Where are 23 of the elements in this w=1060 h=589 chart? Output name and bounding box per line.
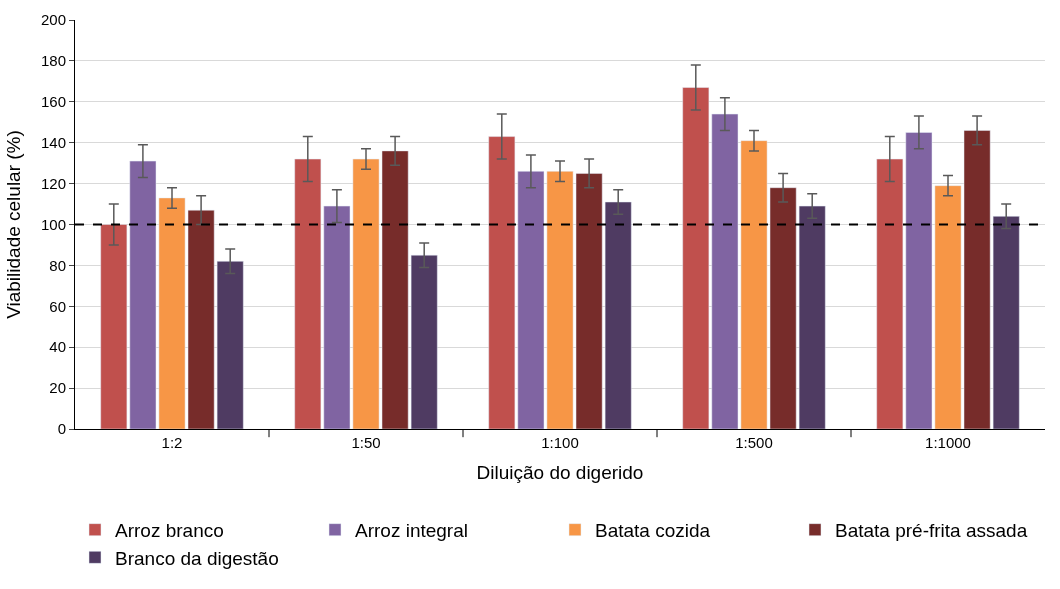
y-tick-label: 120: [40, 174, 66, 192]
y-axis-title: Viabilidade celular (%): [2, 130, 24, 319]
y-tick-label: 80: [49, 256, 66, 274]
y-tick-label: 180: [40, 52, 66, 70]
y-tick-label: 20: [49, 379, 66, 397]
legend-label: Batata pré-frita assada: [835, 520, 1028, 542]
x-tick-label: 1:100: [541, 434, 579, 451]
y-tick-label: 60: [49, 297, 66, 315]
y-tick-label: 140: [40, 133, 66, 151]
legend-label: Arroz integral: [355, 520, 468, 542]
legend-label: Batata cozida: [595, 520, 711, 542]
x-tick-label: 1:50: [351, 434, 381, 451]
y-tick-label: 0: [57, 420, 66, 438]
x-tick-label: 1:1000: [925, 434, 971, 451]
y-tick-label: 100: [40, 215, 66, 233]
y-tick-label: 160: [40, 93, 66, 111]
legend-label: Arroz branco: [115, 520, 224, 542]
x-axis-title: Diluição do digerido: [476, 461, 644, 483]
y-tick-label: 200: [40, 11, 66, 29]
legend-label: Branco da digestão: [115, 547, 279, 569]
x-tick-label: 1:500: [735, 434, 773, 451]
y-tick-label: 40: [49, 338, 66, 356]
x-tick-label: 1:2: [161, 434, 183, 451]
